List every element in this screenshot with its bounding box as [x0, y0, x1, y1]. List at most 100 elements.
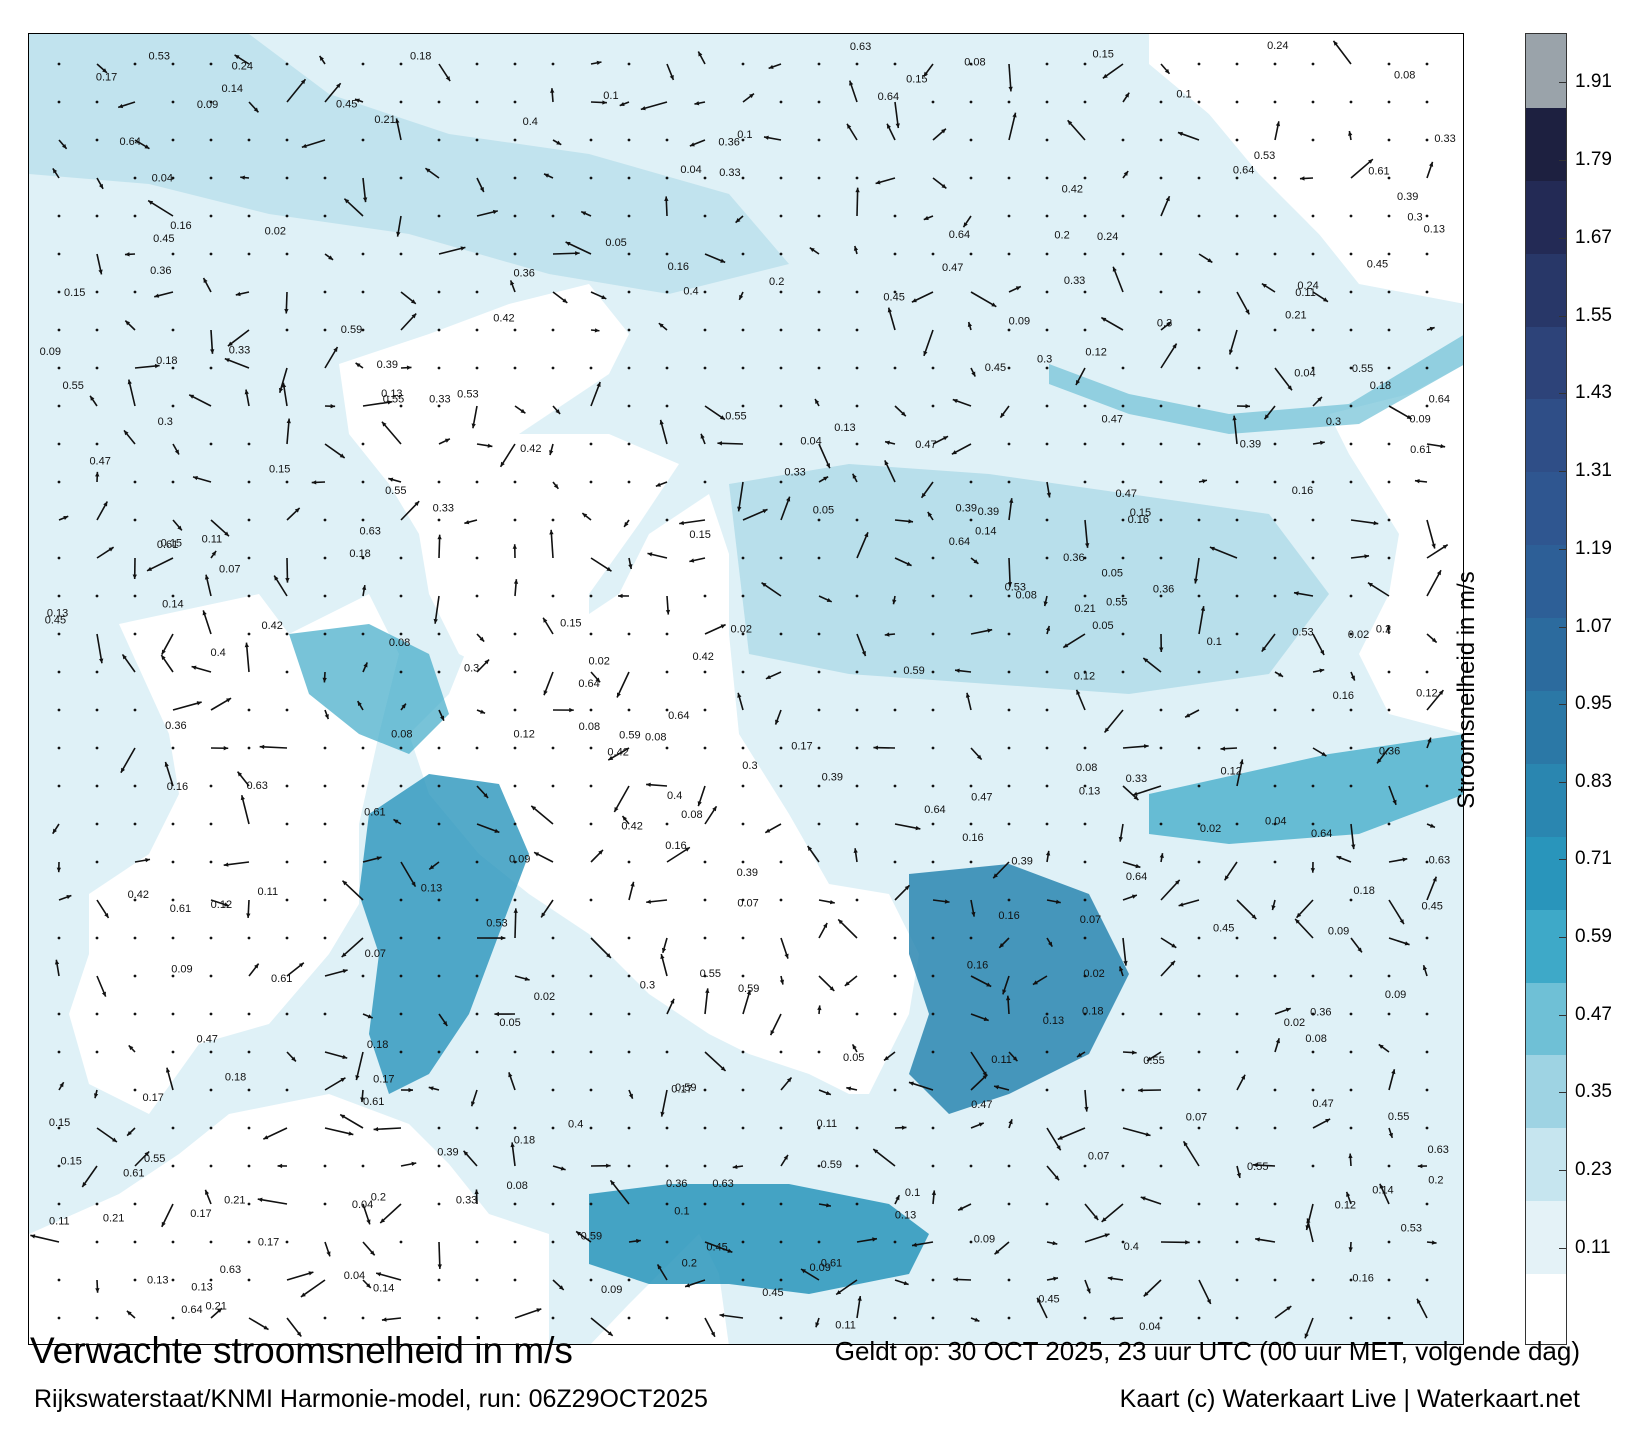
- current-arrow-head: [408, 1087, 414, 1093]
- speed-value-label: 0.61: [1410, 444, 1431, 456]
- current-arrow-head: [630, 881, 635, 887]
- current-arrow-head: [480, 709, 486, 714]
- current-dot: [1197, 746, 1201, 750]
- current-dot: [209, 1164, 213, 1168]
- speed-value-label: 0.3: [158, 416, 173, 428]
- current-arrow-head: [93, 1093, 99, 1099]
- speed-value-label: 0.39: [978, 506, 999, 518]
- current-dot: [1159, 746, 1163, 750]
- current-arrow: [257, 1198, 288, 1205]
- current-dot: [1159, 1316, 1163, 1320]
- current-dot: [1197, 442, 1201, 446]
- current-arrow-head: [647, 552, 653, 557]
- colorbar-tick-mark: [1559, 160, 1567, 161]
- current-dot: [285, 936, 289, 940]
- colorbar-tick-label: 1.31: [1575, 460, 1612, 481]
- current-arrow-head: [661, 947, 667, 953]
- current-arrow-head: [1193, 578, 1199, 584]
- current-dot: [1121, 442, 1125, 446]
- current-dot: [1273, 556, 1277, 560]
- current-dot: [589, 1202, 593, 1206]
- current-arrow-head: [901, 411, 906, 417]
- current-arrow-head: [608, 755, 614, 761]
- current-dot: [399, 594, 403, 598]
- current-dot: [95, 708, 99, 712]
- current-dot: [855, 62, 859, 66]
- current-arrow-head: [1008, 1119, 1013, 1125]
- current-dot: [1273, 252, 1277, 256]
- current-arrow-head: [484, 659, 490, 665]
- current-dot: [741, 62, 745, 66]
- current-dot: [741, 1278, 745, 1282]
- current-dot: [1197, 594, 1201, 598]
- current-arrow-head: [1185, 713, 1191, 718]
- speed-value-label: 0.12: [1335, 1200, 1356, 1212]
- current-dot: [893, 670, 897, 674]
- speed-value-label: 0.12: [211, 899, 232, 911]
- current-dot: [779, 784, 783, 788]
- current-dot: [817, 708, 821, 712]
- speed-value-label: 0.12: [1220, 766, 1241, 778]
- current-arrow-head: [558, 1285, 564, 1290]
- current-arrow-head: [1008, 86, 1013, 92]
- speed-value-label: 0.11: [202, 533, 223, 545]
- current-arrow-head: [95, 471, 100, 477]
- current-dot: [1159, 708, 1163, 712]
- current-arrow-head: [1310, 868, 1316, 873]
- current-arrow-head: [240, 795, 245, 801]
- current-dot: [171, 366, 175, 370]
- current-dot: [513, 746, 517, 750]
- current-dot: [247, 746, 251, 750]
- map-area[interactable]: 0.16 0.05 0.33 0.09 0.3 0.04 0.21 0.08 0.17 0.61 0…: [28, 33, 1464, 1345]
- current-dot: [95, 328, 99, 332]
- current-dot: [1045, 784, 1049, 788]
- current-arrow-head: [361, 585, 367, 590]
- colorbar-segment: [1526, 398, 1566, 473]
- current-arrow-head: [786, 496, 791, 502]
- current-dot: [931, 1126, 935, 1130]
- current-arrow-head: [1429, 326, 1435, 331]
- current-dot: [285, 632, 289, 636]
- current-dot: [437, 138, 441, 142]
- current-arrow-head: [823, 476, 829, 481]
- current-arrow-head: [1007, 582, 1013, 587]
- current-arrow-head: [853, 246, 859, 251]
- colorbar-segment: [1526, 617, 1566, 691]
- current-arrow-head: [164, 761, 169, 767]
- current-dot: [475, 252, 479, 256]
- current-dot: [551, 518, 555, 522]
- current-arrow-head: [124, 430, 129, 436]
- current-dot: [1045, 518, 1049, 522]
- current-dot: [247, 214, 251, 218]
- current-dot: [1007, 1316, 1011, 1320]
- current-arrow-head: [237, 771, 243, 777]
- current-dot: [931, 556, 935, 560]
- speed-value-label: 0.3: [1037, 353, 1052, 365]
- current-dot: [1349, 214, 1353, 218]
- current-arrow: [355, 1051, 364, 1081]
- current-dot: [931, 784, 935, 788]
- current-dot: [1159, 404, 1163, 408]
- current-dot: [665, 518, 669, 522]
- colorbar-segment: [1526, 908, 1566, 983]
- current-arrow-head: [815, 398, 820, 404]
- colorbar-tick-mark: [1559, 1170, 1567, 1171]
- current-arrow-head: [1299, 176, 1305, 181]
- current-dot: [247, 594, 251, 598]
- current-arrow-head: [56, 867, 62, 873]
- current-dot: [285, 784, 289, 788]
- current-dot: [95, 1202, 99, 1206]
- current-dot: [95, 138, 99, 142]
- speed-value-label: 0.55: [385, 485, 406, 497]
- current-arrow-head: [575, 251, 580, 256]
- current-arrow-head: [737, 506, 742, 512]
- current-dot: [665, 1202, 669, 1206]
- current-dot: [1349, 1050, 1353, 1054]
- current-dot: [1007, 176, 1011, 180]
- current-dot: [323, 1316, 327, 1320]
- current-dot: [1007, 328, 1011, 332]
- current-arrow-head: [145, 857, 150, 863]
- current-dot: [513, 708, 517, 712]
- current-dot: [589, 442, 593, 446]
- current-dot: [1387, 670, 1391, 674]
